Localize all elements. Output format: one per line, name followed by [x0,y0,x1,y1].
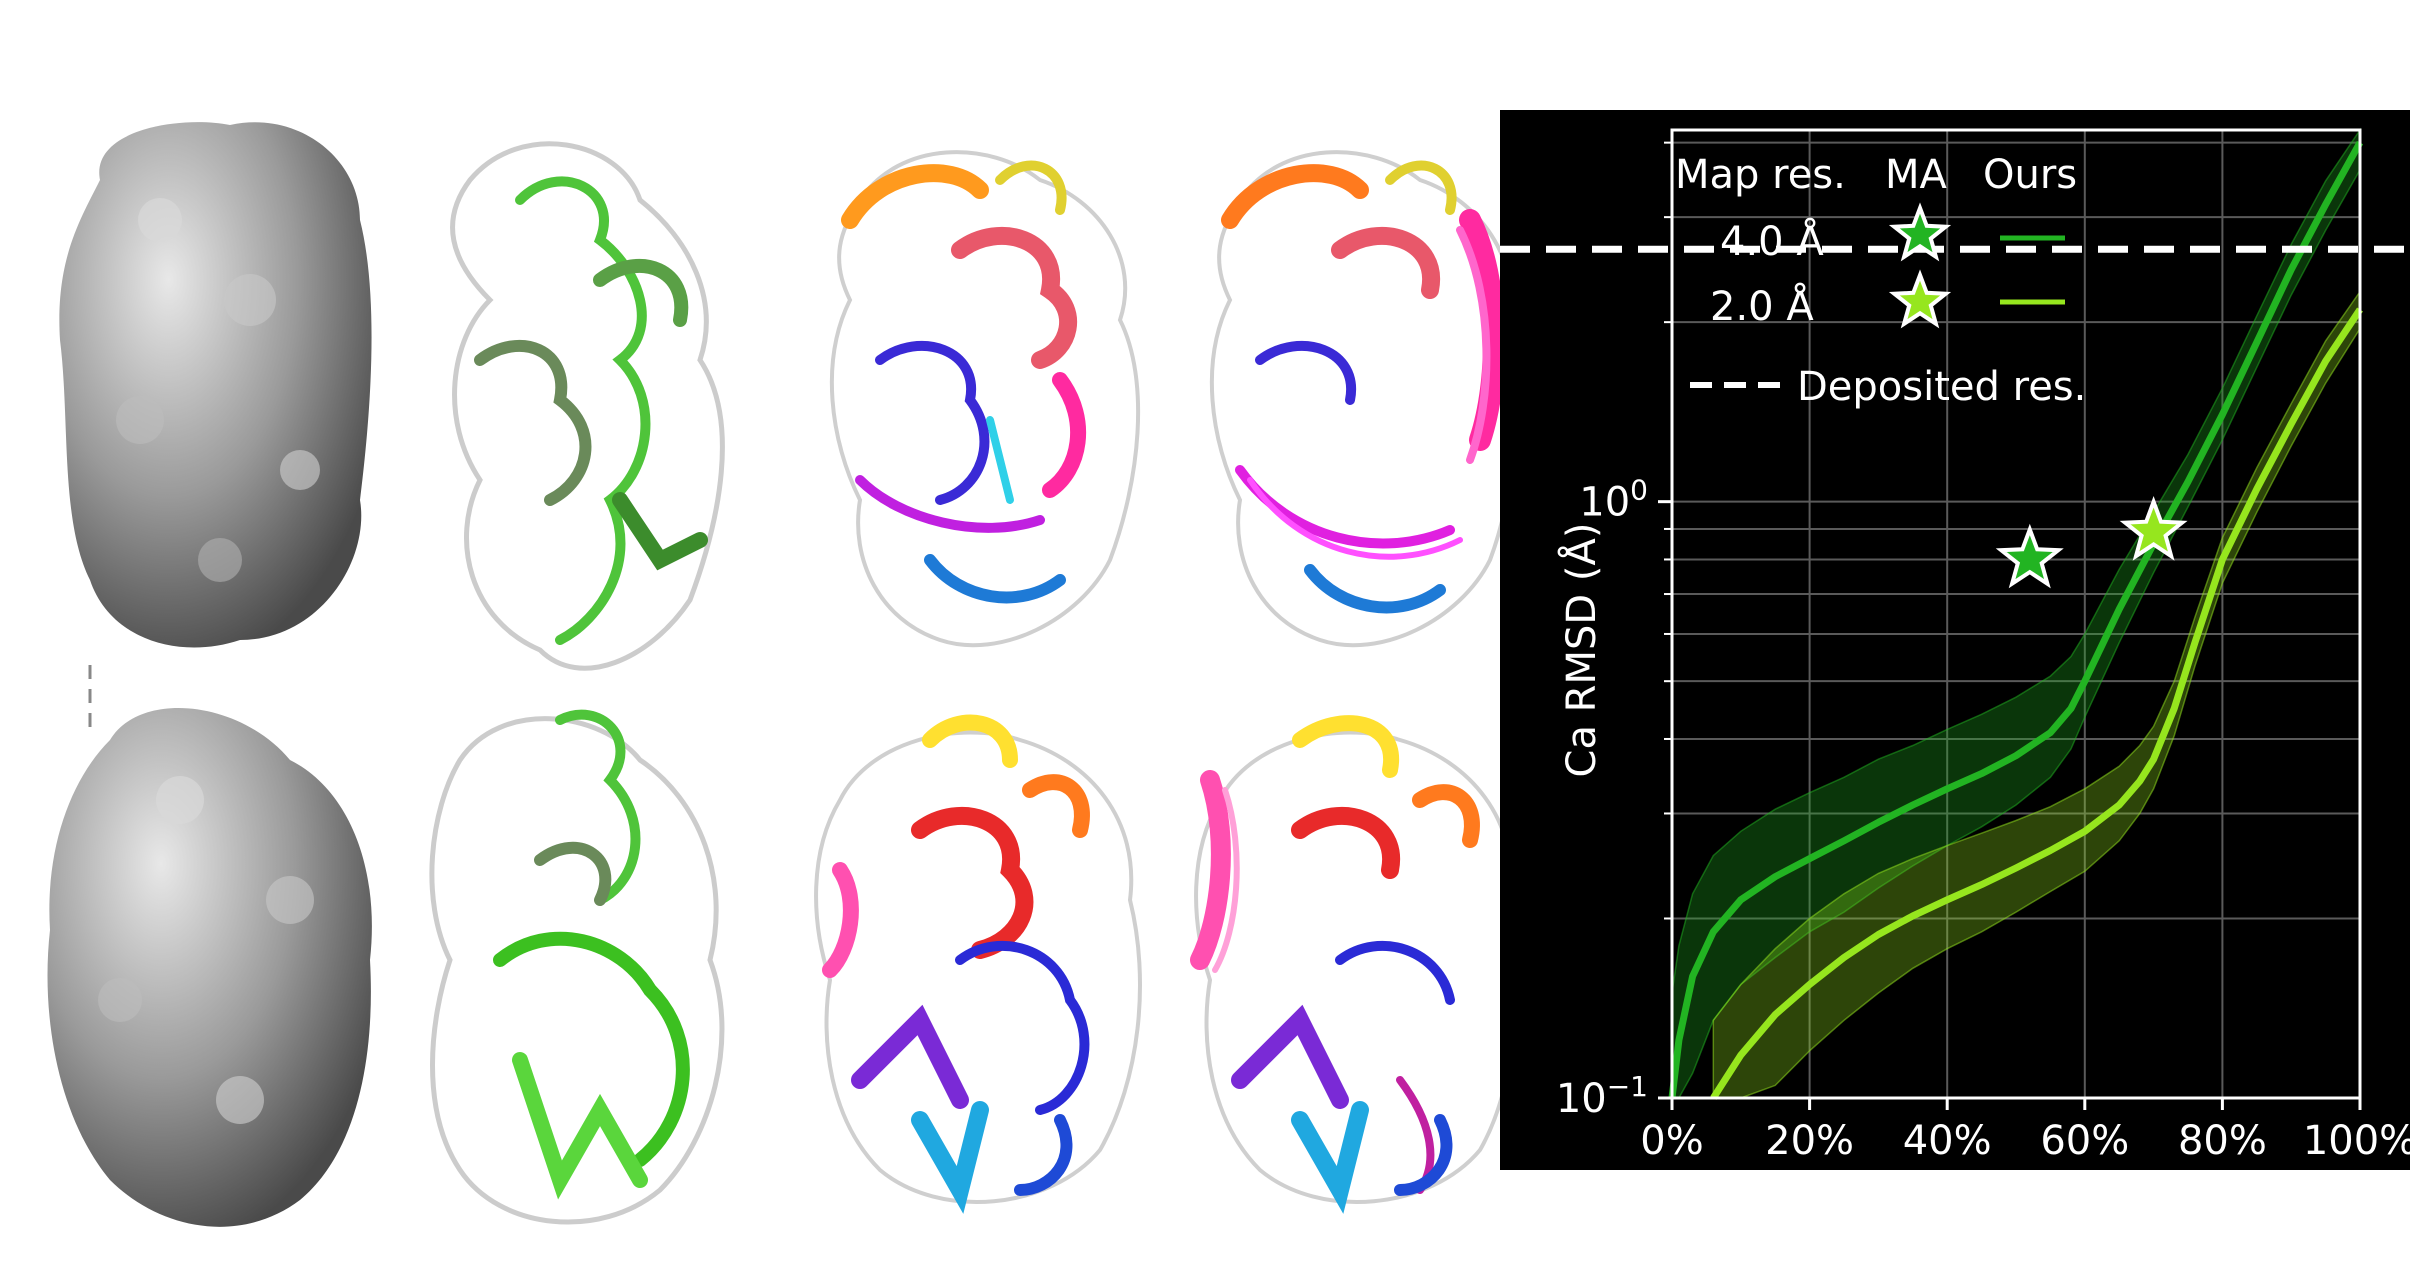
ma-points [1995,496,2188,589]
y-axis-title: Ca RMSD (Å) [1557,523,1605,778]
x-tick-label: 60% [2040,1118,2129,1164]
legend-header-ma: MA [1885,152,1948,198]
legend-header-ours: Ours [1983,152,2077,198]
y-tick-label: 100 [1579,474,1648,526]
rmsd-chart: 0% 20% 40% 60% 80% 100% 100 10−1 Ca RMSD (Å) Ma… [1500,110,2410,1170]
x-tick-label: 100% [2303,1118,2410,1164]
ma-star-point [1995,523,2064,589]
series-line-0 [1668,140,2364,1099]
cartoon-green-top [450,141,725,671]
ma-star-point [2119,496,2188,561]
plot-frame [1670,128,2362,1100]
legend: Map res. MA Ours 4.0 Å 2.0 Å Deposited r… [1675,152,2086,410]
legend-header-map-res: Map res. [1675,152,1846,198]
chart-background [1500,110,2410,1170]
surface-render-bottom [47,707,372,1227]
x-tick-label: 40% [1903,1118,1992,1164]
cartoon-green-bottom [429,709,725,1225]
legend-deposited-label: Deposited res. [1797,364,2086,410]
x-tick-label: 80% [2178,1118,2267,1164]
cartoon-ensemble-top [1209,150,1518,648]
legend-star-icon-2A [1888,269,1952,329]
y-tick-label: 10−1 [1556,1070,1648,1122]
axis-ticks: 0% 20% 40% 60% 80% 100% 100 10−1 [1556,141,2410,1164]
x-tick-label: 0% [1640,1118,1703,1164]
cartoon-rainbow-top [829,150,1141,648]
protein-structure-renders [47,122,1518,1227]
series-line-1 [1710,307,2363,1100]
legend-star-icon-4A [1888,202,1952,262]
legend-row-label-4A: 4.0 Å [1720,217,1824,265]
surface-render-top [59,122,372,648]
x-tick-label: 20% [1765,1118,1854,1164]
series-lines [1668,140,2364,1100]
legend-row-label-2A: 2.0 Å [1710,282,1814,330]
cartoon-rainbow-bottom [814,714,1142,1214]
cartoon-ensemble-bottom [1190,715,1518,1214]
grid [1671,130,2361,1099]
